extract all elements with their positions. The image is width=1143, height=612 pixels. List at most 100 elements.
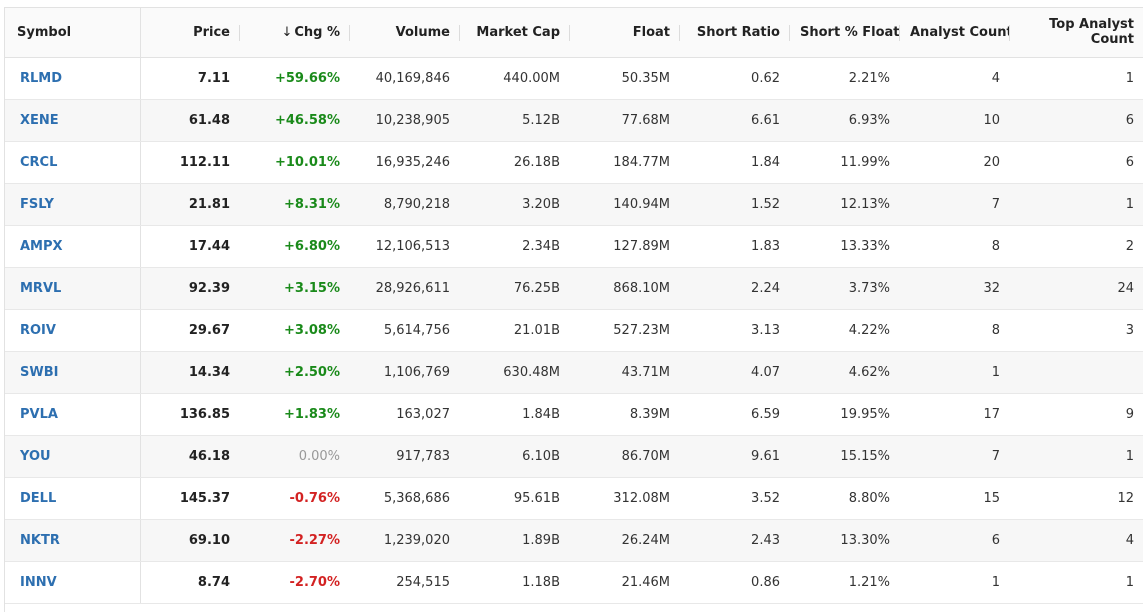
change-percent-cell: +3.15% (240, 267, 350, 310)
volume-cell: 40,169,846 (350, 57, 460, 100)
market-cap-cell: 3.20B (460, 183, 570, 226)
market-cap-cell: 6.10B (460, 435, 570, 478)
change-percent-cell: +46.58% (240, 99, 350, 142)
short-ratio-cell: 6.59 (680, 393, 790, 436)
volume-cell: 16,935,246 (350, 141, 460, 184)
table-row[interactable]: AMPX 17.44 +6.80% 12,106,513 2.34B 127.8… (5, 225, 1143, 268)
table-row[interactable]: NKTR 69.10 -2.27% 1,239,020 1.89B 26.24M… (5, 519, 1143, 562)
symbol-link[interactable]: YOU (5, 435, 141, 478)
table-row[interactable]: SWBI 14.34 +2.50% 1,106,769 630.48M 43.7… (5, 351, 1143, 394)
market-cap-cell: 440.00M (460, 57, 570, 100)
table-row[interactable]: MRVL 92.39 +3.15% 28,926,611 76.25B 868.… (5, 267, 1143, 310)
table-row[interactable]: INNV 8.74 -2.70% 254,515 1.18B 21.46M 0.… (5, 561, 1143, 604)
column-header-top-analyst-count[interactable]: Top Analyst Count (1010, 8, 1143, 58)
market-cap-cell: 21.01B (460, 309, 570, 352)
table-row[interactable]: RLMD 7.11 +59.66% 40,169,846 440.00M 50.… (5, 57, 1143, 100)
column-label: Analyst Count (910, 24, 1010, 40)
short-ratio-cell: 0.62 (680, 57, 790, 100)
short-pct-float-cell: 3.73% (790, 267, 900, 310)
change-percent-cell: 0.00% (240, 435, 350, 478)
column-header-market-cap[interactable]: Market Cap (460, 8, 570, 58)
table-row[interactable]: DELL 145.37 -0.76% 5,368,686 95.61B 312.… (5, 477, 1143, 520)
column-label-line2: Count (1090, 32, 1134, 48)
top-analyst-count-cell: 1 (1010, 435, 1143, 478)
table-row[interactable]: FSLY 21.81 +8.31% 8,790,218 3.20B 140.94… (5, 183, 1143, 226)
price-cell: 61.48 (140, 99, 240, 142)
short-pct-float-cell: 4.62% (790, 351, 900, 394)
top-analyst-count-cell: 1 (1010, 183, 1143, 226)
column-header-price[interactable]: Price (140, 8, 240, 58)
analyst-count-cell: 7 (900, 183, 1010, 226)
analyst-count-cell: 15 (900, 477, 1010, 520)
price-cell: 69.10 (140, 519, 240, 562)
symbol-link[interactable]: PVLA (5, 393, 141, 436)
column-header-analyst-count[interactable]: Analyst Count (900, 8, 1010, 58)
column-header-chg[interactable]: ↓ Chg % (240, 8, 350, 58)
price-cell: 145.37 (140, 477, 240, 520)
analyst-count-cell: 7 (900, 435, 1010, 478)
float-cell: 86.70M (570, 435, 680, 478)
symbol-link[interactable]: XENE (5, 99, 141, 142)
symbol-link[interactable]: RLMD (5, 57, 141, 100)
column-header-volume[interactable]: Volume (350, 8, 460, 58)
volume-cell: 1,106,769 (350, 351, 460, 394)
top-analyst-count-cell: 6 (1010, 99, 1143, 142)
symbol-link[interactable]: DELL (5, 477, 141, 520)
symbol-link[interactable]: CRCL (5, 141, 141, 184)
short-pct-float-cell: 2.21% (790, 57, 900, 100)
short-ratio-cell: 0.86 (680, 561, 790, 604)
analyst-count-cell: 6 (900, 519, 1010, 562)
column-header-short-pct-float[interactable]: Short % Float (790, 8, 900, 58)
symbol-link[interactable]: MRVL (5, 267, 141, 310)
short-pct-float-cell: 12.13% (790, 183, 900, 226)
volume-cell: 10,238,905 (350, 99, 460, 142)
symbol-link[interactable]: AMPX (5, 225, 141, 268)
table-row[interactable]: CRCL 112.11 +10.01% 16,935,246 26.18B 18… (5, 141, 1143, 184)
price-cell: 7.11 (140, 57, 240, 100)
column-header-symbol[interactable]: Symbol (5, 8, 141, 58)
symbol-link[interactable]: NKTR (5, 519, 141, 562)
table-row[interactable]: YOU 46.18 0.00% 917,783 6.10B 86.70M 9.6… (5, 435, 1143, 478)
short-ratio-cell: 4.07 (680, 351, 790, 394)
column-label: Market Cap (476, 24, 560, 40)
analyst-count-cell: 32 (900, 267, 1010, 310)
volume-cell: 5,614,756 (350, 309, 460, 352)
symbol-link[interactable]: FSLY (5, 183, 141, 226)
table-row[interactable]: ROIV 29.67 +3.08% 5,614,756 21.01B 527.2… (5, 309, 1143, 352)
market-cap-cell: 76.25B (460, 267, 570, 310)
short-pct-float-cell: 8.80% (790, 477, 900, 520)
top-analyst-count-cell: 1 (1010, 561, 1143, 604)
symbol-link[interactable]: INNV (5, 561, 141, 604)
column-label: Float (632, 24, 670, 40)
table-row[interactable]: XENE 61.48 +46.58% 10,238,905 5.12B 77.6… (5, 99, 1143, 142)
price-cell: 136.85 (140, 393, 240, 436)
analyst-count-cell: 1 (900, 561, 1010, 604)
market-cap-cell: 26.18B (460, 141, 570, 184)
column-header-short-ratio[interactable]: Short Ratio (680, 8, 790, 58)
price-cell: 8.74 (140, 561, 240, 604)
table-row[interactable]: PVLA 136.85 +1.83% 163,027 1.84B 8.39M 6… (5, 393, 1143, 436)
short-pct-float-cell: 13.33% (790, 225, 900, 268)
top-analyst-count-cell (1010, 351, 1143, 394)
change-percent-cell: +6.80% (240, 225, 350, 268)
market-cap-cell: 1.18B (460, 561, 570, 604)
price-cell: 17.44 (140, 225, 240, 268)
short-ratio-cell: 6.61 (680, 99, 790, 142)
symbol-link[interactable]: SWBI (5, 351, 141, 394)
float-cell: 527.23M (570, 309, 680, 352)
float-cell: 77.68M (570, 99, 680, 142)
short-ratio-cell: 9.61 (680, 435, 790, 478)
market-cap-cell: 1.84B (460, 393, 570, 436)
market-cap-cell: 1.89B (460, 519, 570, 562)
column-label-line1: Top Analyst (1049, 17, 1134, 33)
top-analyst-count-cell: 1 (1010, 57, 1143, 100)
arrow-down-icon: ↓ (281, 24, 293, 40)
change-percent-cell: +1.83% (240, 393, 350, 436)
stock-screener-table: Symbol Price ↓ Chg % Volume Market Cap Fl… (4, 7, 1143, 612)
change-percent-cell: +59.66% (240, 57, 350, 100)
float-cell: 26.24M (570, 519, 680, 562)
short-pct-float-cell: 15.15% (790, 435, 900, 478)
top-analyst-count-cell: 3 (1010, 309, 1143, 352)
column-header-float[interactable]: Float (570, 8, 680, 58)
symbol-link[interactable]: ROIV (5, 309, 141, 352)
